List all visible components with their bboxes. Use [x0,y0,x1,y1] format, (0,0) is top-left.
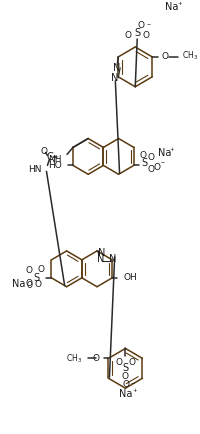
Text: S: S [33,273,39,283]
Text: Na: Na [118,389,131,399]
Text: Na: Na [11,279,25,289]
Text: $^+$: $^+$ [130,388,137,397]
Text: HO: HO [48,161,62,170]
Text: N: N [98,248,105,258]
Text: N: N [112,63,119,73]
Text: S: S [141,158,147,168]
Text: O: O [115,358,121,367]
Text: O: O [122,380,129,389]
Text: O: O [137,20,144,30]
Text: O: O [142,30,149,39]
Text: O: O [124,30,131,39]
Text: O: O [161,53,168,62]
Text: Na: Na [158,148,171,158]
Text: O: O [138,151,145,160]
Text: O: O [34,280,41,289]
Text: $^-$: $^-$ [128,381,135,387]
Text: NH: NH [47,155,61,164]
Text: O: O [37,265,44,274]
Text: OH: OH [122,273,136,282]
Text: Na: Na [164,2,177,12]
Text: N: N [110,73,117,83]
Text: O: O [26,279,33,288]
Text: O: O [153,163,160,172]
Text: O: O [121,372,128,381]
Text: $^+$: $^+$ [167,147,174,156]
Text: N: N [108,254,116,264]
Text: O: O [40,147,47,156]
Text: O: O [146,165,153,174]
Text: S: S [122,363,128,373]
Text: O: O [27,281,33,290]
Text: CH$_3$: CH$_3$ [181,49,197,62]
Text: $^-$: $^-$ [158,161,165,166]
Text: O: O [128,358,135,367]
Text: O: O [146,153,153,162]
Text: CH$_3$: CH$_3$ [66,352,82,365]
Text: C: C [46,152,53,162]
Text: HN: HN [28,165,41,174]
Text: $^-$: $^-$ [144,22,151,28]
Text: N: N [97,254,104,264]
Text: O: O [92,354,99,363]
Text: S: S [133,28,140,38]
Text: $^+$: $^+$ [176,1,183,10]
Text: O: O [26,266,33,275]
